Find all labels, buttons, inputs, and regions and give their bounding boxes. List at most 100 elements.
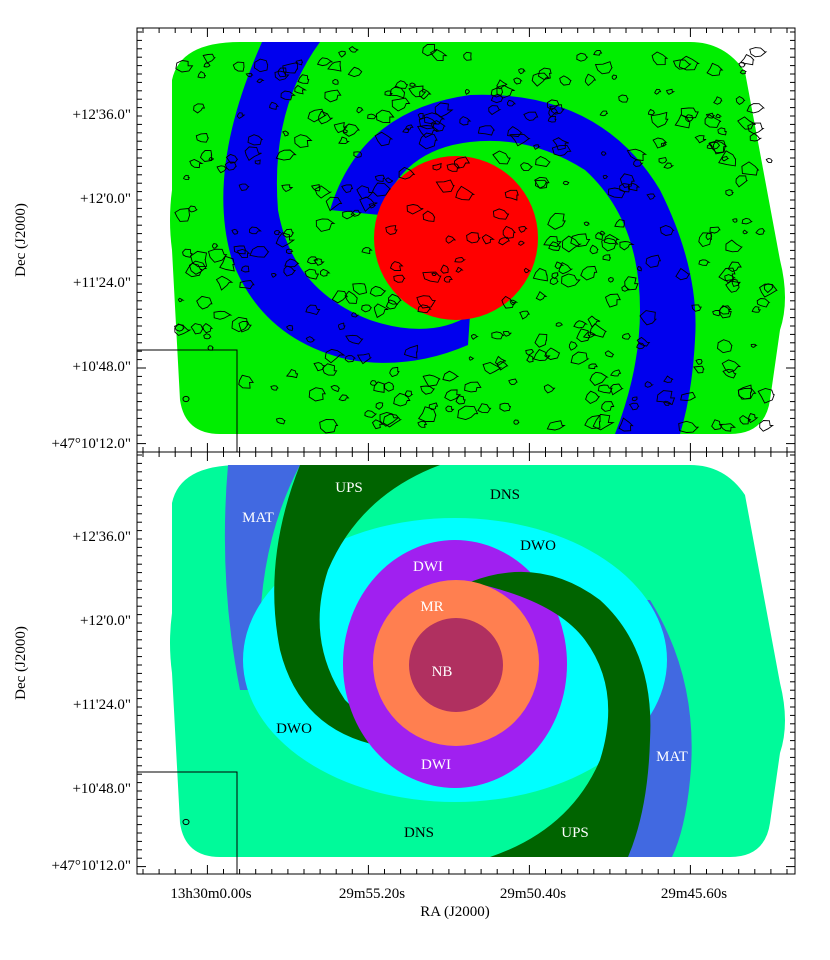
contour-line [608,277,614,283]
contour-line [231,228,239,235]
contour-line [504,189,519,201]
contour-line [238,183,250,191]
contour-line [231,316,249,333]
contour-line [561,273,581,288]
bottom-mat-left-region [224,465,300,690]
label-nb: NB [432,664,453,680]
xlabel: RA (J2000) [420,904,490,920]
contour-line [589,323,608,338]
contour-line [466,232,481,244]
contour-line [755,228,766,235]
contour-line [338,50,346,58]
contour-line [398,166,416,180]
contour-line [680,107,699,119]
contour-line [236,249,251,259]
bottom-ytick-label-4: +10'48.0" [72,781,131,797]
contour-line [593,50,603,56]
contour-line [374,174,386,182]
contour-line [285,248,294,254]
contour-line [428,402,439,411]
contour-line [429,48,448,61]
contour-line [619,173,635,189]
contour-line [443,276,453,283]
contour-line [747,122,765,135]
contour-line [526,354,535,363]
contour-line [718,267,736,282]
contour-line [549,276,559,285]
contour-line [432,162,443,171]
contour-line [663,375,674,383]
contour-line [333,122,348,134]
contour-line [706,144,714,150]
contour-line [274,230,282,236]
contour-line [639,310,657,326]
contour-line [345,334,364,345]
contour-line [319,268,331,277]
contour-line [717,127,727,136]
contour-line [660,142,667,147]
contour-line [523,267,532,274]
label-dns-top: DNS [490,487,520,503]
contour-line [756,298,771,308]
contour-line [658,157,668,164]
contour-line [344,290,358,304]
contour-line [371,182,392,197]
contour-line [182,248,193,258]
contour-line [224,161,237,171]
contour-line [322,363,338,376]
contour-line [197,71,207,79]
contour-line [393,274,406,283]
label-mat-top: MAT [242,510,274,526]
contour-line [196,295,213,310]
contour-line [215,275,234,291]
contour-line [654,88,662,95]
contour-line [725,280,740,293]
contour-line [580,265,598,281]
contour-line [645,254,662,268]
contour-line [554,261,565,270]
bottom-panel: MAT UPS DNS DWO DWI MR NB DWO DWI MAT DN… [170,465,785,857]
contour-line [618,94,629,103]
contour-line [254,58,269,73]
contour-line [718,150,737,167]
contour-line [725,189,734,197]
contour-line [240,265,250,273]
contour-line [274,70,290,81]
contour-line [294,134,313,148]
contour-line [496,84,515,99]
contour-line [482,362,503,375]
contour-line [680,391,696,401]
contour-line [713,96,723,105]
contour-line [518,240,526,246]
contour-line [519,310,531,320]
contour-line [318,110,334,125]
contour-line [324,348,346,364]
contour-line [249,246,270,258]
contour-line [455,395,466,405]
contour-line [457,405,479,420]
contour-line [373,303,389,319]
contour-line [420,385,435,395]
contour-line [492,150,511,165]
contour-line [431,272,437,276]
contour-line [247,134,264,146]
contour-line [618,417,634,432]
contour-line [604,350,615,358]
contour-line [477,125,496,136]
contour-line [759,283,778,298]
contour-line [233,245,246,255]
contour-line [652,137,668,149]
contour-line [711,419,723,431]
label-dwo-top: DWO [520,538,556,554]
contour-line [602,174,609,180]
bottom-ytick-label-1: +12'36.0" [72,529,131,545]
contour-line [666,88,676,95]
contour-line [367,113,378,120]
contour-line [391,97,411,112]
contour-line [576,328,591,343]
top-ytick-label-5: +47°10'12.0" [51,436,131,452]
contour-line [174,208,191,222]
contour-line [297,74,310,84]
contour-line [544,347,561,360]
contour-line [621,333,631,340]
